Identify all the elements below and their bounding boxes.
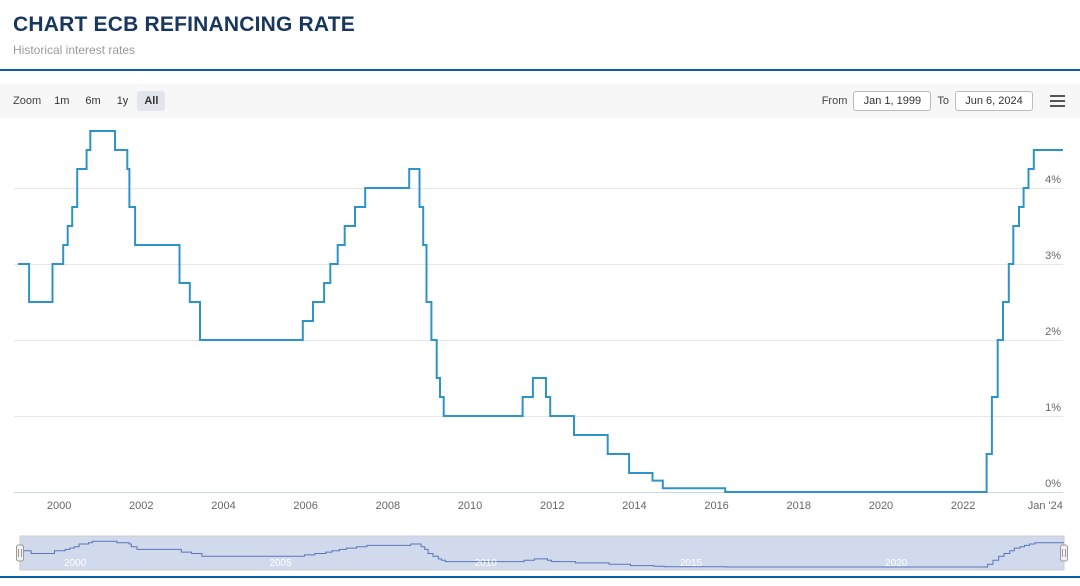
from-date-input[interactable] [853,91,932,112]
navigator-handle-right[interactable] [1060,544,1068,562]
series-line-ecb-refinancing-rate [18,130,1063,494]
zoom-button-1m[interactable]: 1m [47,91,76,111]
from-label: From [821,95,848,108]
navigator-handle-left-grip[interactable] [16,544,24,562]
y-axis-label: 1% [1045,402,1061,414]
navigator-axis-label: 2010 [475,558,498,569]
y-axis-label: 2% [1045,326,1061,338]
navigator-axis-label: 2020 [885,558,908,569]
to-label: To [937,95,949,108]
x-axis-label: 2014 [622,500,646,512]
zoom-button-all[interactable]: All [137,91,166,112]
chart-menu-button[interactable] [1048,91,1067,111]
zoom-buttons: 1m 6m 1y All [47,91,166,112]
navigator-axis-label: 2000 [64,558,87,569]
x-axis-label: Jan '24 [1028,500,1063,512]
page-title: CHART ECB REFINANCING RATE [13,13,355,36]
x-axis-label: 2018 [787,500,811,512]
navigator-series-line [20,540,1064,568]
top-divider [0,69,1080,72]
x-axis-label: 2008 [376,500,400,512]
navigator-track[interactable] [19,535,1065,571]
x-axis-label: 2020 [869,500,893,512]
navigator-handle-left[interactable] [16,544,24,562]
navigator-axis-label: 2015 [680,558,703,569]
main-chart-svg[interactable]: 0% 1% 2% 3% 4% 2000 2002 2004 2006 2008 2010 2012 20… [0,120,1080,515]
x-axis-label: 2022 [951,500,975,512]
bottom-divider [0,576,1080,579]
x-axis-label: 2012 [540,500,564,512]
navigator-axis-label: 2005 [269,558,292,569]
zoom-button-6m[interactable]: 6m [78,91,107,111]
x-axis-label: 2010 [458,500,482,512]
zoom-group: Zoom 1m 6m 1y All [13,91,166,112]
y-axis-label: 3% [1045,250,1061,262]
zoom-label: Zoom [13,95,42,108]
header: CHART ECB REFINANCING RATE Historical in… [0,0,1080,57]
zoom-button-1y[interactable]: 1y [110,91,136,111]
x-axis-label: 2002 [129,500,153,512]
x-axis-label: 2006 [293,500,317,512]
y-axis-label: 0% [1045,478,1061,490]
y-axis-label: 4% [1045,174,1061,186]
page-subtitle: Historical interest rates [13,43,136,58]
date-range-group: From To [821,91,1067,112]
to-date-input[interactable] [955,91,1033,112]
x-axis-label: 2004 [211,500,235,512]
navigator-handle-right-grip[interactable] [1060,544,1068,562]
x-axis-label: 2016 [704,500,728,512]
navigator-svg[interactable]: 2000 2005 2010 2015 2020 [0,534,1080,574]
hamburger-menu-icon [1050,95,1065,108]
x-axis-label: 2000 [47,500,71,512]
